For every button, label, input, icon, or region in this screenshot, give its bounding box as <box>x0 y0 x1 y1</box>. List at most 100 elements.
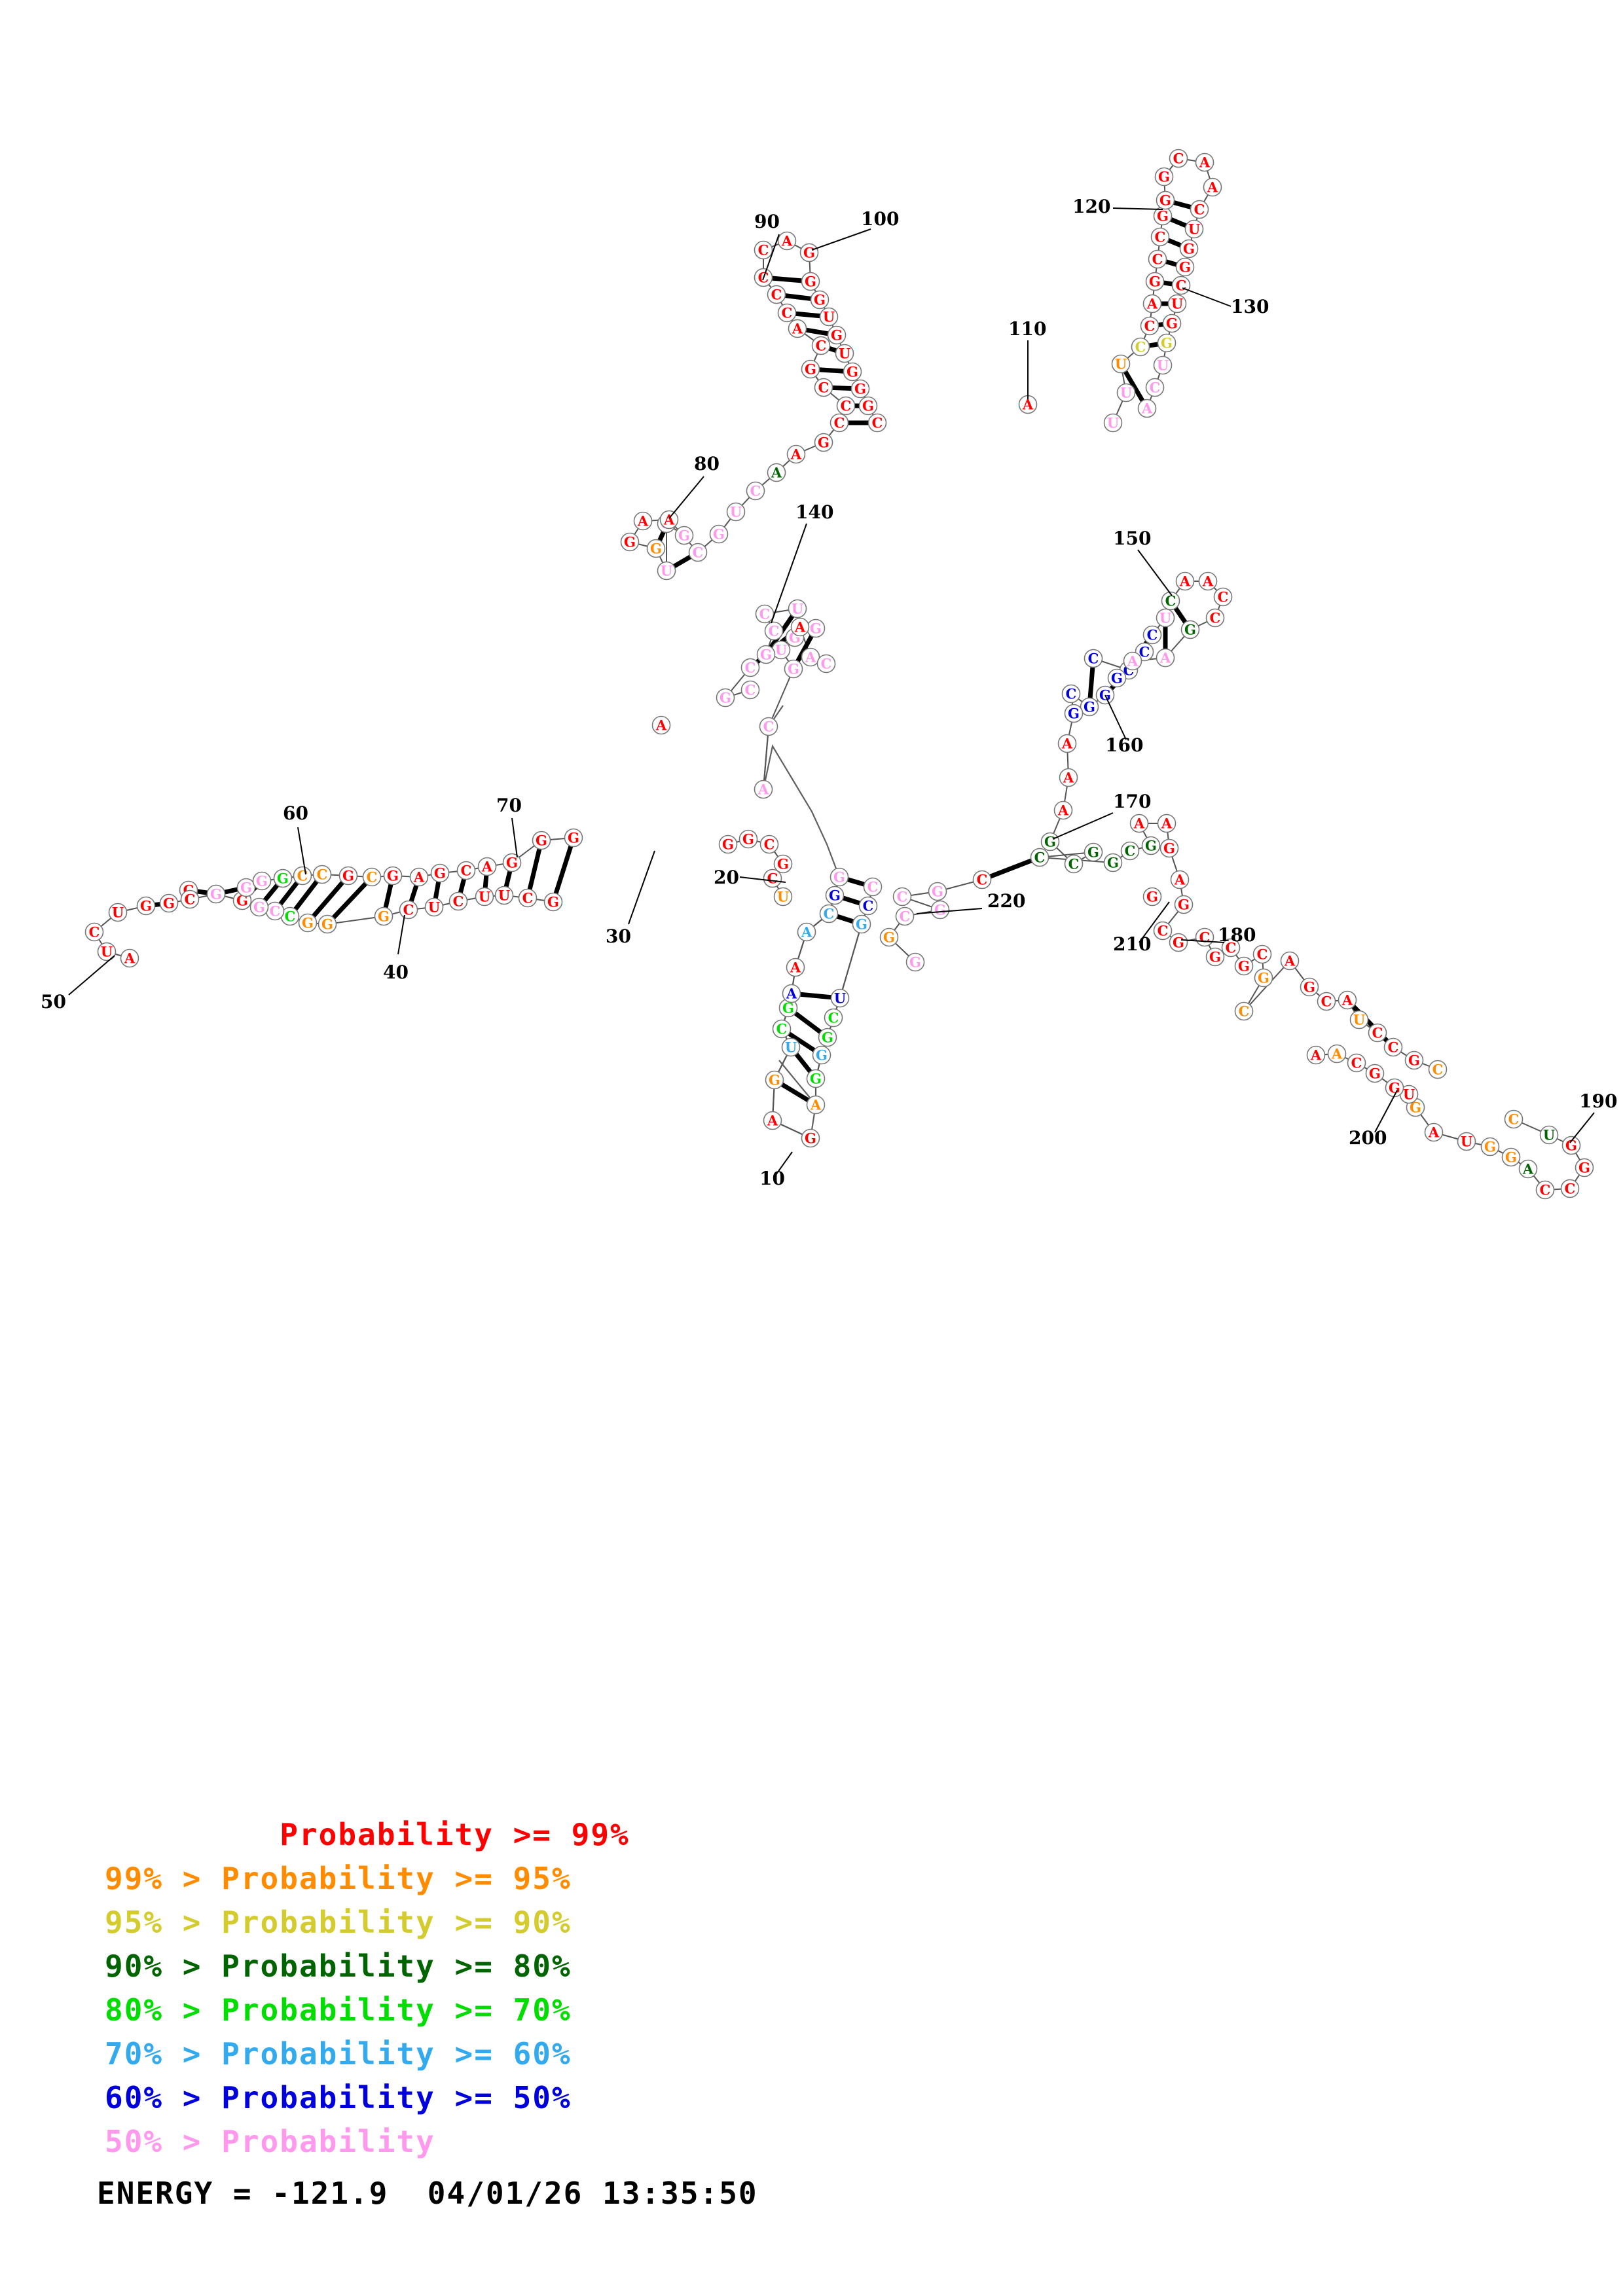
svg-text:C: C <box>1508 1111 1520 1128</box>
svg-text:G: G <box>678 528 690 544</box>
svg-text:C: C <box>763 719 775 735</box>
svg-text:A: A <box>771 465 782 481</box>
svg-text:A: A <box>767 1113 778 1129</box>
svg-text:C: C <box>1125 843 1136 859</box>
svg-text:C: C <box>1144 318 1156 334</box>
svg-text:C: C <box>522 890 534 906</box>
svg-text:C: C <box>1150 380 1161 396</box>
svg-text:A: A <box>794 619 806 636</box>
svg-text:C: C <box>1321 994 1332 1010</box>
svg-text:G: G <box>883 929 895 946</box>
svg-text:A: A <box>805 649 816 666</box>
legend-row-95: 99% > Probability >= 95% <box>105 1861 572 1896</box>
svg-text:G: G <box>856 916 867 933</box>
svg-text:C: C <box>285 908 296 925</box>
svg-text:A: A <box>1310 1047 1322 1064</box>
pos-label-30: 30 <box>606 925 631 947</box>
svg-text:U: U <box>1461 1134 1472 1150</box>
svg-text:A: A <box>655 717 667 734</box>
svg-text:G: G <box>829 888 841 904</box>
svg-text:A: A <box>781 233 793 249</box>
svg-text:C: C <box>1388 1039 1399 1056</box>
svg-text:G: G <box>568 830 579 846</box>
svg-text:C: C <box>824 906 835 922</box>
svg-text:G: G <box>1369 1066 1381 1082</box>
pos-label-10: 10 <box>759 1168 785 1189</box>
svg-text:C: C <box>1088 651 1099 667</box>
svg-text:G: G <box>1087 844 1099 861</box>
pos-label-100: 100 <box>861 208 899 230</box>
legend-row-60: 70% > Probability >= 60% <box>105 2036 572 2072</box>
svg-text:C: C <box>1176 278 1187 294</box>
svg-text:C: C <box>782 305 793 321</box>
svg-text:A: A <box>1202 573 1214 590</box>
svg-text:G: G <box>818 435 830 451</box>
svg-text:G: G <box>934 902 946 918</box>
svg-text:C: C <box>403 902 414 918</box>
svg-text:U: U <box>661 563 672 579</box>
svg-text:G: G <box>854 381 866 397</box>
pos-label-190: 190 <box>1579 1090 1617 1112</box>
pos-label-90: 90 <box>754 211 780 232</box>
svg-text:U: U <box>730 504 742 520</box>
svg-text:A: A <box>1284 953 1296 969</box>
svg-text:U: U <box>498 888 510 904</box>
svg-text:C: C <box>821 656 832 672</box>
svg-text:G: G <box>547 894 559 910</box>
svg-text:C: C <box>270 903 281 920</box>
svg-text:C: C <box>841 398 852 414</box>
svg-text:C: C <box>1218 589 1229 605</box>
svg-text:A: A <box>790 960 801 976</box>
svg-text:C: C <box>776 1021 788 1037</box>
svg-text:G: G <box>1161 335 1173 351</box>
svg-text:G: G <box>1209 949 1221 965</box>
svg-text:G: G <box>302 915 314 931</box>
svg-text:A: A <box>1159 650 1171 666</box>
svg-text:C: C <box>745 660 756 676</box>
svg-text:C: C <box>185 891 196 908</box>
svg-text:C: C <box>767 870 778 887</box>
svg-text:G: G <box>782 1000 794 1016</box>
svg-text:G: G <box>536 833 547 849</box>
legend-row-below-50: 50% > Probability <box>105 2124 435 2159</box>
legend-row-50: 60% > Probability >= 50% <box>105 2080 572 2115</box>
svg-text:C: C <box>297 868 308 884</box>
position-labels <box>68 207 1595 1175</box>
legend-row-80: 90% > Probability >= 80% <box>105 1948 572 1984</box>
svg-text:A: A <box>1127 653 1139 670</box>
svg-text:G: G <box>1408 1052 1420 1069</box>
pos-label-120: 120 <box>1072 196 1110 217</box>
pos-label-160: 160 <box>1105 734 1143 756</box>
svg-text:G: G <box>1258 970 1269 986</box>
svg-text:G: G <box>1084 699 1095 715</box>
svg-text:C: C <box>872 415 883 431</box>
svg-text:C: C <box>1432 1062 1444 1078</box>
svg-text:C: C <box>834 415 845 431</box>
svg-text:G: G <box>650 541 662 557</box>
svg-text:C: C <box>1066 686 1077 702</box>
svg-text:U: U <box>101 944 113 960</box>
svg-text:U: U <box>1107 415 1119 431</box>
svg-text:A: A <box>1061 736 1073 752</box>
svg-text:U: U <box>112 905 124 921</box>
svg-text:A: A <box>1161 816 1173 832</box>
svg-text:U: U <box>1353 1012 1365 1028</box>
svg-text:G: G <box>506 855 518 871</box>
svg-text:U: U <box>1120 385 1132 401</box>
svg-text:G: G <box>624 534 636 550</box>
svg-text:C: C <box>828 1010 839 1026</box>
pos-label-50: 50 <box>41 991 66 1013</box>
svg-text:C: C <box>1135 339 1146 355</box>
svg-text:G: G <box>140 898 152 914</box>
svg-text:G: G <box>1166 315 1178 332</box>
svg-text:G: G <box>805 274 816 290</box>
svg-text:C: C <box>1173 151 1184 167</box>
svg-text:C: C <box>1139 644 1150 660</box>
svg-text:A: A <box>1141 401 1153 417</box>
pos-label-80: 80 <box>694 453 720 475</box>
svg-text:G: G <box>1484 1139 1496 1155</box>
svg-text:C: C <box>1068 856 1080 872</box>
svg-text:G: G <box>1107 855 1119 871</box>
svg-text:G: G <box>277 870 289 887</box>
svg-text:G: G <box>814 292 826 308</box>
